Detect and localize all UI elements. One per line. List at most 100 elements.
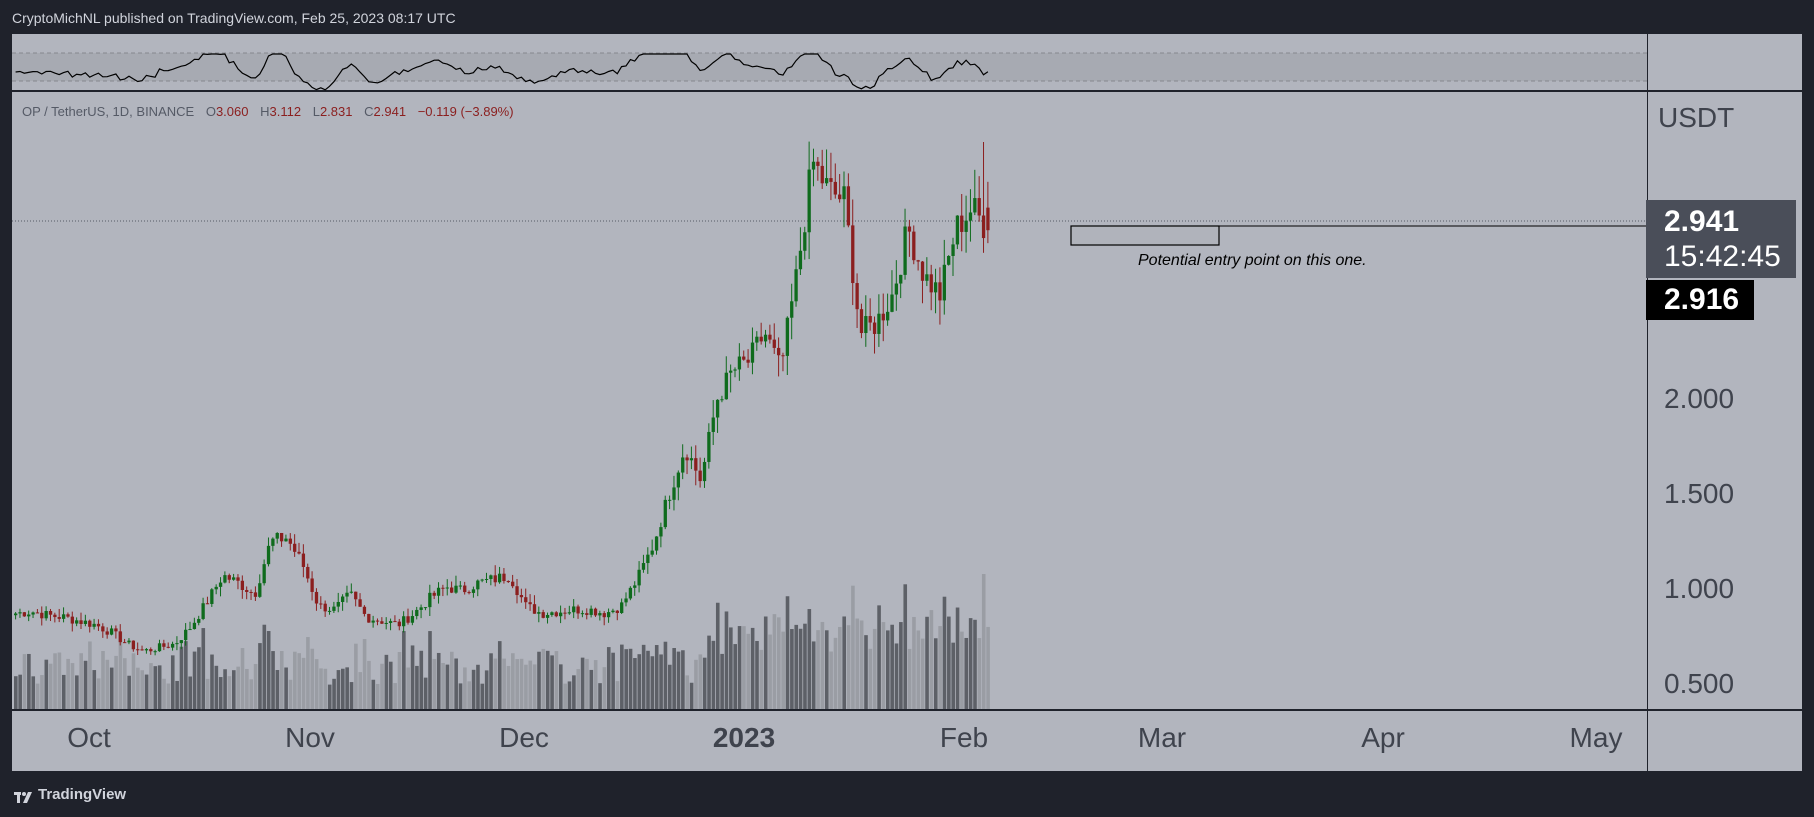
candle-body bbox=[240, 580, 245, 590]
volume-bar bbox=[40, 675, 44, 709]
candle-body bbox=[829, 178, 833, 182]
volume-bar bbox=[729, 627, 733, 709]
publisher-line: CryptoMichNL published on TradingView.co… bbox=[12, 10, 456, 26]
volume-bar bbox=[327, 684, 332, 709]
volume-bar bbox=[458, 683, 463, 709]
candle-body bbox=[807, 169, 811, 233]
volume-bar bbox=[964, 637, 969, 709]
candle-body bbox=[572, 606, 576, 613]
volume-bar bbox=[319, 668, 323, 709]
volume-bar bbox=[576, 669, 581, 709]
candle-body bbox=[545, 614, 550, 618]
candle-body bbox=[197, 618, 201, 623]
volume-bar bbox=[711, 640, 716, 709]
candle-body bbox=[114, 628, 118, 632]
oscillator-scale bbox=[1648, 34, 1802, 90]
candle-body bbox=[947, 255, 951, 265]
candle-body bbox=[245, 589, 249, 592]
candle-body bbox=[702, 461, 707, 482]
candle-body bbox=[227, 575, 231, 580]
volume-bar bbox=[14, 676, 18, 709]
candle-body bbox=[327, 610, 332, 612]
candle-body bbox=[109, 628, 114, 635]
candle-body bbox=[79, 620, 83, 624]
entry-zone-rectangle[interactable] bbox=[1070, 225, 1220, 246]
volume-bar bbox=[951, 642, 955, 709]
volume-bar bbox=[515, 659, 519, 709]
volume-bar bbox=[524, 664, 528, 709]
candle-body bbox=[375, 620, 380, 622]
volume-bar bbox=[864, 635, 868, 709]
volume-bar bbox=[75, 675, 79, 709]
volume-bar bbox=[593, 660, 598, 709]
volume-bar bbox=[336, 670, 341, 709]
candle-body bbox=[275, 532, 279, 539]
candle-body bbox=[140, 649, 144, 651]
candle-body bbox=[306, 566, 310, 579]
candle-body bbox=[515, 586, 519, 596]
volume-bar bbox=[497, 641, 502, 709]
candle-body bbox=[933, 282, 938, 293]
price-tick-1000: 1.000 bbox=[1664, 573, 1735, 604]
candle-body bbox=[83, 620, 88, 624]
candle-body bbox=[450, 587, 454, 593]
time-label-apr: Apr bbox=[1361, 722, 1405, 753]
volume-bar bbox=[824, 630, 829, 709]
tradingview-brand: TradingView bbox=[38, 786, 127, 803]
volume-bar bbox=[258, 643, 262, 709]
rsi-path bbox=[15, 53, 989, 91]
candle-body bbox=[768, 334, 772, 340]
volume-bar bbox=[624, 649, 628, 709]
price-pane bbox=[12, 92, 1647, 709]
entry-annotation[interactable]: Potential entry point on this one. bbox=[1138, 252, 1367, 269]
candle-body bbox=[166, 646, 170, 648]
volume-bar bbox=[550, 655, 554, 709]
candle-body bbox=[502, 573, 506, 582]
tradingview-logo-icon bbox=[14, 790, 32, 803]
candle-body bbox=[672, 487, 676, 500]
candle-body bbox=[323, 603, 327, 612]
volume-bar bbox=[345, 667, 349, 709]
volume-bar bbox=[720, 653, 724, 709]
candle-body bbox=[293, 543, 297, 552]
candle-body bbox=[532, 604, 537, 614]
volume-bar bbox=[367, 660, 371, 709]
candle-body bbox=[855, 283, 859, 310]
candle-body bbox=[136, 649, 140, 651]
candle-body bbox=[40, 612, 44, 619]
candle-body bbox=[218, 582, 223, 587]
candle-body bbox=[127, 640, 131, 643]
candle-body bbox=[842, 186, 846, 200]
volume-bar bbox=[633, 658, 637, 709]
candle-body bbox=[188, 629, 192, 631]
candle-body bbox=[70, 616, 74, 624]
volume-bar bbox=[838, 626, 842, 709]
candle-body bbox=[851, 225, 855, 284]
volume-bar bbox=[702, 657, 707, 709]
candle-body bbox=[175, 643, 179, 645]
volume-bar bbox=[981, 574, 986, 709]
candle-body bbox=[554, 612, 558, 617]
candle-body bbox=[715, 399, 720, 418]
candle-body bbox=[615, 610, 619, 614]
volume-bar bbox=[35, 683, 40, 709]
low-label: L bbox=[312, 104, 320, 119]
tradingview-footer[interactable]: TradingView bbox=[14, 786, 126, 803]
volume-bar bbox=[44, 659, 49, 709]
candle-body bbox=[960, 215, 964, 232]
candle-body bbox=[606, 612, 611, 618]
volume-bar bbox=[53, 653, 57, 709]
candle-body bbox=[903, 226, 907, 275]
price-tick-0500: 0.500 bbox=[1664, 668, 1735, 699]
volume-bar bbox=[284, 667, 288, 709]
volume-bar bbox=[467, 681, 472, 709]
volume-bar bbox=[567, 681, 572, 709]
volume-bar bbox=[960, 631, 964, 709]
candle-body bbox=[641, 563, 646, 570]
candle-body bbox=[668, 499, 672, 501]
volume-bar bbox=[454, 658, 458, 709]
volume-bar bbox=[816, 630, 820, 709]
volume-bar bbox=[715, 602, 720, 709]
volume-bars bbox=[14, 574, 990, 709]
